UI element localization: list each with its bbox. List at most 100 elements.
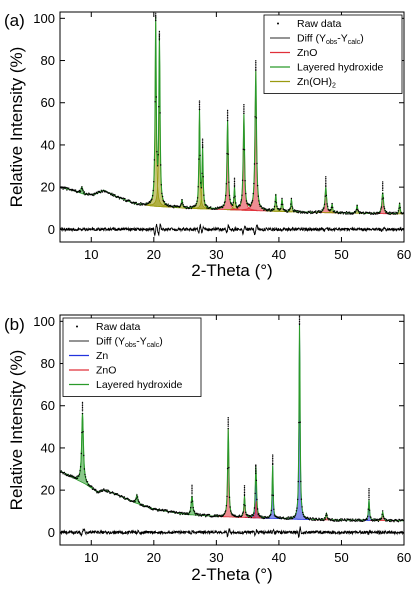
raw-data-point — [74, 189, 77, 191]
raw-data-point — [197, 186, 199, 188]
raw-data-point — [383, 206, 385, 208]
raw-data-point — [229, 198, 231, 201]
raw-data-point — [79, 466, 82, 468]
raw-data-point — [118, 198, 121, 200]
raw-data-point — [181, 199, 183, 201]
difference-curve — [60, 223, 404, 237]
raw-data-point — [363, 520, 365, 522]
raw-data-point — [240, 515, 243, 518]
raw-data-point — [149, 507, 151, 510]
raw-data-point — [101, 490, 104, 492]
legend-label: ZnO — [96, 365, 116, 377]
raw-data-point — [355, 210, 357, 212]
raw-data-point — [389, 213, 391, 216]
legend-label-main: Diff (Y — [297, 33, 326, 45]
raw-peak-tip-point — [368, 494, 370, 497]
raw-peak-tip-point — [255, 60, 257, 62]
x-tick-label: 60 — [397, 550, 411, 565]
raw-data-point — [101, 489, 103, 491]
raw-data-point — [322, 209, 324, 211]
raw-data-point — [256, 184, 259, 187]
raw-data-point — [114, 194, 116, 196]
raw-data-point — [377, 518, 379, 520]
raw-data-point — [351, 212, 353, 214]
raw-peak-tip-point — [81, 406, 84, 409]
raw-data-point — [228, 496, 231, 498]
raw-data-point — [140, 504, 142, 507]
raw-data-point — [171, 206, 174, 208]
raw-data-point — [78, 473, 81, 475]
raw-data-point — [214, 208, 216, 210]
legend-label-sub: 2 — [332, 83, 336, 90]
raw-data-point — [333, 210, 336, 212]
raw-data-point — [376, 519, 378, 522]
raw-data-point — [157, 154, 159, 156]
raw-data-point — [342, 211, 344, 214]
raw-data-point — [381, 513, 383, 516]
raw-data-point — [396, 213, 398, 215]
raw-peak-tip-point — [226, 113, 229, 115]
raw-data-point — [87, 194, 89, 196]
raw-data-point — [232, 201, 234, 204]
raw-data-point — [296, 211, 298, 214]
raw-data-point — [112, 193, 114, 195]
raw-data-point — [358, 518, 361, 520]
raw-peak-tip-point — [298, 322, 301, 324]
raw-data-point — [379, 211, 381, 213]
raw-data-point — [195, 514, 197, 516]
raw-data-point — [342, 213, 344, 215]
raw-data-point — [310, 518, 313, 520]
legend-swatch-dots — [277, 22, 279, 25]
raw-data-point — [230, 512, 233, 514]
raw-data-point — [193, 510, 196, 513]
raw-data-point — [348, 213, 350, 215]
raw-peak-tip-point — [382, 183, 384, 185]
legend-label-end: ) — [360, 33, 364, 45]
raw-data-point — [359, 520, 361, 522]
raw-data-point — [149, 201, 151, 204]
raw-peak-tip-point — [243, 493, 246, 495]
raw-peak-tip-point — [255, 66, 257, 69]
raw-peak-tip-point — [191, 491, 193, 493]
raw-data-point — [186, 205, 188, 208]
raw-data-point — [136, 494, 138, 496]
y-tick-label: 40 — [41, 137, 55, 152]
raw-data-point — [118, 196, 120, 198]
raw-data-point — [122, 197, 124, 199]
raw-data-point — [358, 211, 360, 213]
raw-data-point — [217, 516, 219, 518]
raw-data-point — [293, 211, 295, 213]
raw-peak-tip-point — [243, 488, 246, 490]
raw-data-point — [248, 516, 250, 519]
legend-label: Raw data — [96, 321, 141, 333]
raw-data-point — [356, 520, 358, 522]
raw-data-point — [226, 119, 229, 122]
raw-data-point — [101, 191, 104, 193]
raw-data-point — [61, 471, 64, 474]
raw-data-point — [353, 210, 356, 213]
raw-data-point — [216, 208, 218, 210]
raw-data-point — [302, 511, 304, 514]
raw-data-point — [301, 210, 303, 213]
raw-data-point — [375, 519, 377, 522]
raw-data-point — [377, 520, 380, 523]
legend-label-main: ZnO — [96, 365, 116, 377]
x-tick-label: 20 — [147, 550, 161, 565]
raw-data-point — [348, 211, 351, 213]
raw-data-point — [159, 112, 161, 114]
raw-data-point — [286, 517, 288, 519]
raw-data-point — [295, 210, 298, 212]
raw-peak-tip-point — [191, 489, 193, 492]
raw-data-point — [240, 201, 242, 203]
raw-data-point — [323, 207, 325, 209]
raw-data-point — [151, 195, 154, 197]
raw-data-point — [360, 519, 362, 521]
panel-label: (b) — [4, 315, 25, 334]
raw-peak-tip-point — [226, 114, 229, 117]
raw-data-point — [123, 199, 125, 202]
raw-data-point — [181, 513, 184, 515]
raw-data-point — [145, 203, 147, 206]
raw-data-point — [92, 487, 94, 489]
legend-label-sub: obs — [125, 342, 137, 349]
